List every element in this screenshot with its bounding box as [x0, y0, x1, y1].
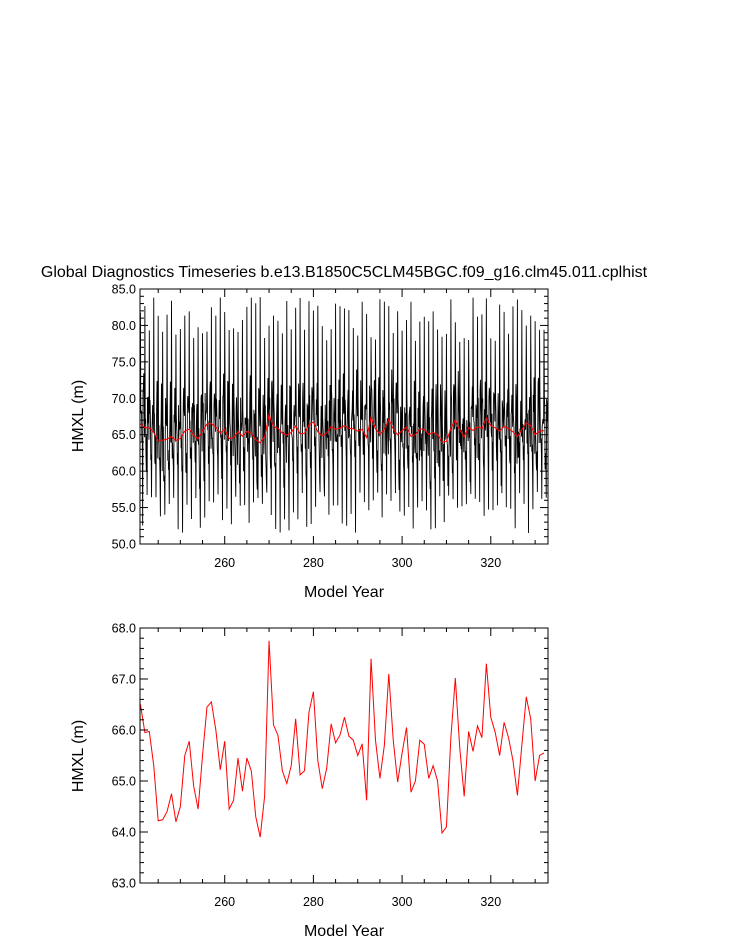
y-tick-label: 85.0	[112, 283, 136, 297]
x-tick-label: 260	[214, 556, 235, 570]
x-tick-label: 320	[480, 556, 501, 570]
bottom-x-axis-label: Model Year	[304, 923, 385, 940]
annual-mean-series-line	[139, 640, 545, 838]
x-tick-label: 280	[303, 895, 324, 909]
y-tick-label: 67.0	[112, 673, 136, 687]
y-tick-label: 70.0	[112, 392, 136, 406]
y-tick-label: 50.0	[112, 538, 136, 552]
top-x-axis-label: Model Year	[304, 584, 385, 601]
y-tick-label: 64.0	[112, 826, 136, 840]
annual-mean-series-line	[140, 412, 545, 444]
bottom-axes-layer: 260 280 300 320 63.0 64.0 65.0 66.0 67.0 68.0	[112, 622, 549, 909]
bottom-plot-frame	[139, 627, 549, 884]
x-tick-label: 320	[480, 895, 501, 909]
y-tick-label: 80.0	[112, 319, 136, 333]
bottom-y-axis-label: HMXL (m)	[70, 720, 87, 792]
x-tick-label: 300	[392, 895, 413, 909]
y-tick-label: 68.0	[112, 622, 136, 636]
chart-title: Global Diagnostics Timeseries b.e13.B185…	[41, 264, 648, 281]
y-tick-label: 65.0	[112, 775, 136, 789]
y-tick-label: 60.0	[112, 465, 136, 479]
y-tick-label: 65.0	[112, 428, 136, 442]
y-tick-label: 63.0	[112, 877, 136, 891]
top-plot-frame	[139, 288, 549, 545]
top-series-layer	[139, 297, 549, 533]
monthly-series-line	[139, 297, 549, 533]
y-tick-label: 66.0	[112, 724, 136, 738]
bottom-panel: 260 280 300 320 63.0 64.0 65.0 66.0 67.0 68.0 Mod…	[70, 622, 549, 940]
top-axes-layer: 260 280 300 320 50.0 55.0 60.0 65.0 70.0 75.0 80.0…	[112, 283, 549, 570]
top-panel: 260 280 300 320 50.0 55.0 60.0 65.0 70.0 75.0 80.0…	[70, 283, 549, 601]
x-tick-label: 260	[214, 895, 235, 909]
y-tick-label: 55.0	[112, 501, 136, 515]
bottom-series-layer	[139, 640, 545, 838]
top-y-axis-label: HMXL (m)	[70, 380, 87, 452]
y-tick-label: 75.0	[112, 355, 136, 369]
x-tick-label: 300	[392, 556, 413, 570]
x-tick-label: 280	[303, 556, 324, 570]
